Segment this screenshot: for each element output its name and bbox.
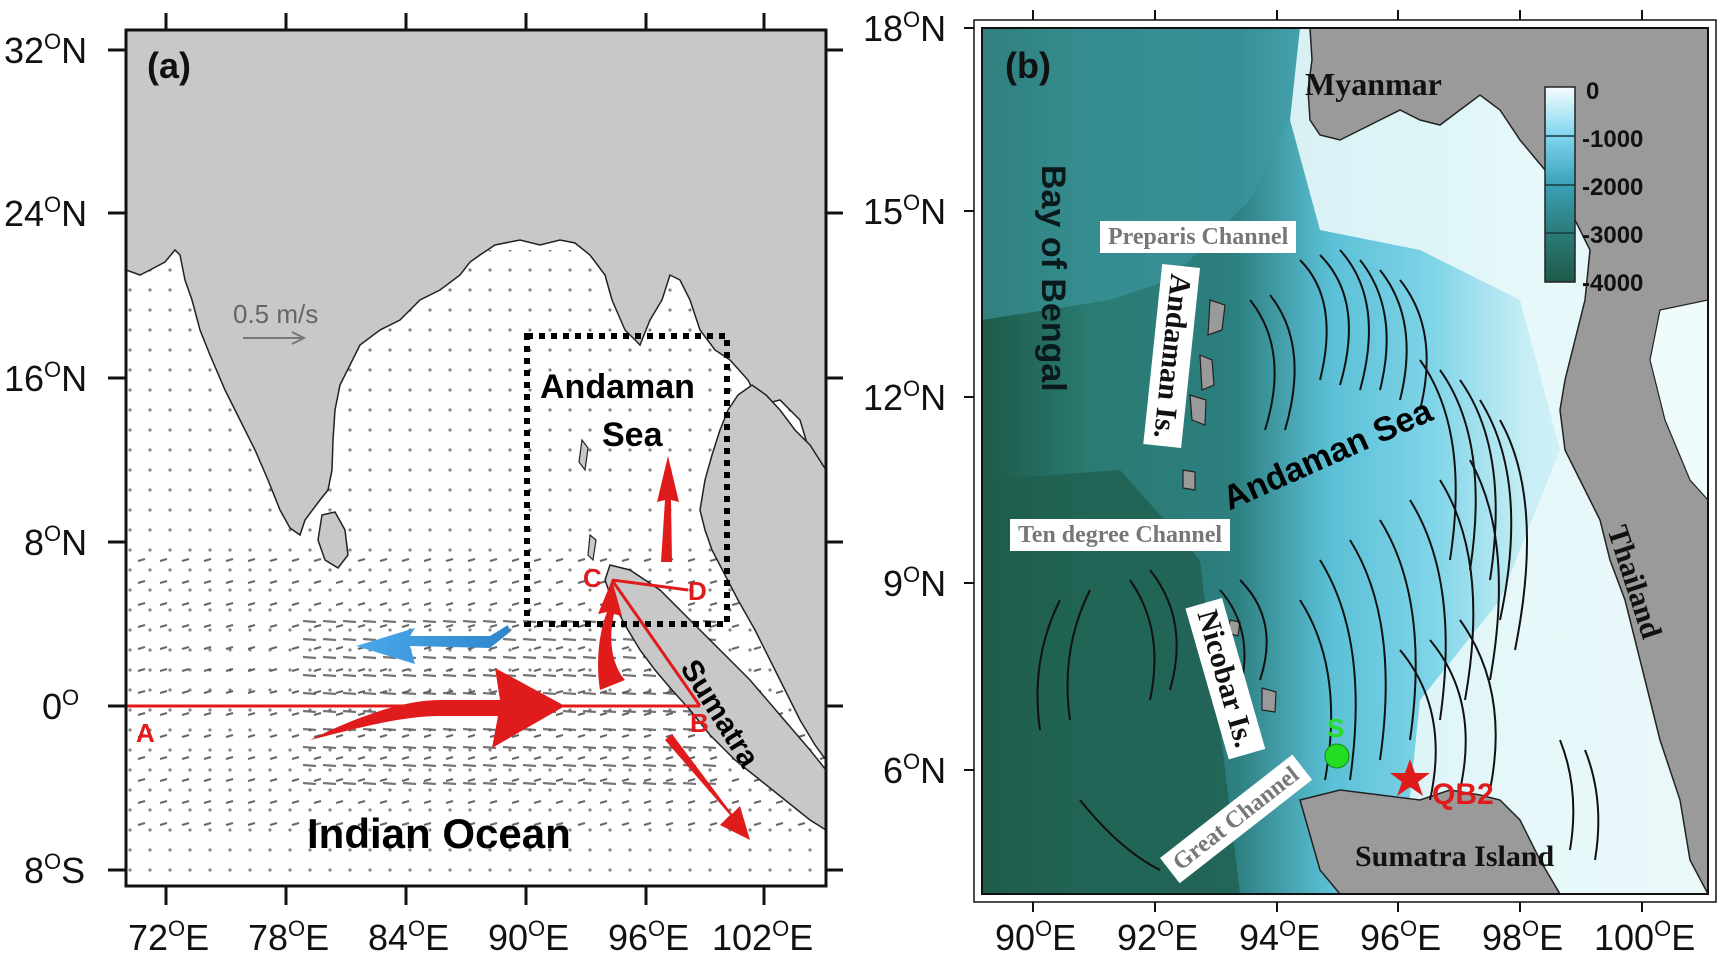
panel-b (964, 10, 1717, 912)
indian-ocean-label: Indian Ocean (307, 810, 571, 857)
andaman-northward-arrow (657, 456, 679, 562)
southeast-current-arrow (665, 734, 750, 840)
ytick-b-15n: 15ON (863, 190, 947, 232)
xtick-a-102e: 102OE (712, 916, 814, 958)
land-malay-peninsula (699, 384, 826, 762)
panel-b-tag: (b) (1005, 45, 1051, 86)
colorbar-tick-1000: -1000 (1582, 126, 1644, 153)
scale-vector (243, 331, 307, 345)
westward-current-arrow (356, 625, 510, 664)
panel-a-tag: (a) (147, 45, 191, 86)
colorbar-tick-3000: -3000 (1582, 222, 1644, 249)
bay-of-bengal-label: Bay of Bengal (1034, 165, 1072, 392)
xtick-a-96e: 96OE (608, 916, 690, 958)
ytick-b-6n: 6ON (883, 749, 947, 791)
panel-a (108, 13, 843, 905)
land-sri-lanka (317, 511, 349, 569)
xtick-b-94e: 94OE (1239, 916, 1321, 958)
sumatra-island-label: Sumatra Island (1355, 840, 1555, 873)
xtick-a-90e: 90OE (488, 916, 570, 958)
ytick-a-32n: 32ON (4, 29, 88, 71)
xtick-a-84e: 84OE (368, 916, 450, 958)
islands (1182, 299, 1277, 713)
ytick-a-16n: 16ON (4, 357, 88, 399)
panel-a-ticks (108, 13, 843, 905)
eastward-current-arrow (310, 668, 565, 748)
xtick-a-72e: 72OE (128, 916, 210, 958)
land-sumatra-island (1299, 789, 1561, 894)
northward-curve-arrow (598, 580, 625, 690)
station-qb2-star (1390, 759, 1430, 796)
point-c-label: C (583, 563, 602, 593)
andaman-sea-label-line2: Sea (602, 416, 663, 454)
land-asia (126, 30, 826, 537)
land-sumatra (604, 564, 826, 831)
ytick-a-0: 0O (42, 685, 80, 727)
colorbar-tick-2000: -2000 (1582, 174, 1644, 201)
ten-degree-channel-label: Ten degree Channel (1010, 519, 1231, 551)
ytick-a-24n: 24ON (4, 192, 88, 234)
ytick-b-9n: 9ON (883, 562, 947, 604)
xtick-b-90e: 90OE (995, 916, 1077, 958)
xtick-b-96e: 96OE (1360, 916, 1442, 958)
panel-b-ticks (964, 10, 1643, 912)
xtick-b-100e: 100OE (1594, 916, 1696, 958)
panel-a-frame (124, 28, 828, 888)
andaman-sea-box (524, 333, 730, 627)
internal-wave-crests (1036, 249, 1600, 871)
station-s-marker (1324, 743, 1350, 769)
colorbar-tick-0: 0 (1586, 78, 1600, 105)
ytick-a-8n: 8ON (24, 521, 88, 563)
scale-label: 0.5 m/s (233, 299, 319, 329)
andaman-sea-label-line1: Andaman (540, 368, 695, 406)
ytick-b-12n: 12ON (863, 376, 947, 418)
myanmar-label: Myanmar (1305, 66, 1442, 102)
station-s-label: S (1327, 713, 1345, 743)
land-myanmar-thailand (1307, 28, 1708, 894)
section-c-d (611, 578, 689, 592)
ytick-a-8s: 8OS (24, 849, 86, 891)
section-b-c (610, 579, 702, 707)
depth-colorbar[interactable] (1544, 86, 1576, 283)
xtick-b-98e: 98OE (1482, 916, 1564, 958)
preparis-channel-label: Preparis Channel (1100, 221, 1297, 253)
colorbar-tick-4000: -4000 (1582, 270, 1644, 297)
point-a-label: A (136, 718, 155, 748)
ytick-b-18n: 18ON (863, 7, 947, 49)
panel-b-frame (981, 27, 1709, 895)
xtick-a-78e: 78OE (248, 916, 330, 958)
point-b-label: B (690, 708, 709, 738)
xtick-b-92e: 92OE (1117, 916, 1199, 958)
point-d-label: D (688, 576, 707, 606)
station-qb2-label: QB2 (1432, 778, 1494, 811)
